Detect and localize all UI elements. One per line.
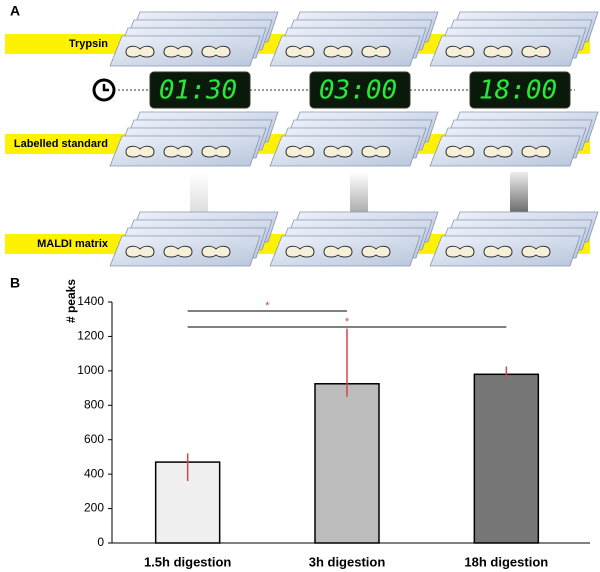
y-tick-label: 600 [84, 432, 104, 446]
y-tick-label: 1400 [77, 294, 104, 308]
connector [350, 172, 368, 214]
panel-label: B [10, 275, 20, 291]
y-tick-label: 1000 [77, 363, 104, 377]
bar [474, 374, 538, 543]
panel-label: A [10, 3, 20, 19]
timer-text: 03:00 [319, 76, 397, 106]
connector [190, 172, 208, 214]
step-label: Labelled standard [14, 138, 108, 150]
significance-mark: * [265, 300, 270, 312]
y-axis-label: # peaks [64, 279, 78, 323]
bar [315, 384, 379, 543]
y-tick-label: 0 [97, 535, 104, 549]
workflow-diagram: Trypsin Labelled standard MALDI matrix 01:3… [5, 12, 598, 266]
timer-text: 18:00 [479, 76, 557, 106]
step-label: Trypsin [69, 38, 108, 50]
y-tick-label: 1200 [77, 329, 104, 343]
y-tick-label: 400 [84, 466, 104, 480]
step-label: MALDI matrix [37, 238, 109, 250]
x-tick-label: 3h digestion [309, 554, 386, 569]
bar-chart: 0 200 400 600 800 1000 1200 1400# peaks 1.5h dig… [64, 279, 590, 570]
x-tick-label: 18h digestion [464, 554, 548, 569]
y-tick-label: 800 [84, 397, 104, 411]
figure: A TrypsinLabelled standardMALDI matrix01… [0, 0, 600, 572]
significance-mark: * [345, 316, 350, 328]
y-tick-label: 200 [84, 501, 104, 515]
timer-text: 01:30 [159, 76, 237, 106]
connector [510, 172, 528, 214]
x-tick-label: 1.5h digestion [144, 554, 231, 569]
